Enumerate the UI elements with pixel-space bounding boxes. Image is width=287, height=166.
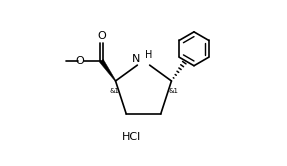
Polygon shape [100, 59, 116, 81]
Text: O: O [75, 56, 84, 66]
Text: N: N [132, 54, 141, 64]
Text: HCl: HCl [122, 132, 141, 142]
Text: &1: &1 [109, 88, 119, 94]
Text: &1: &1 [168, 88, 178, 94]
Text: O: O [97, 32, 106, 42]
Text: H: H [145, 50, 152, 60]
